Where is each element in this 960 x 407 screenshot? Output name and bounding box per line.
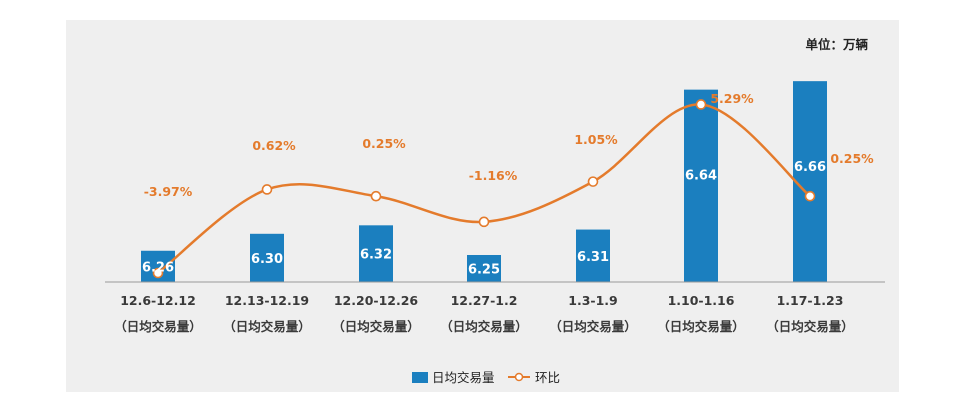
bar-value-label: 6.30 — [251, 252, 283, 267]
bar — [684, 89, 718, 282]
category-sublabel: （日均交易量） — [766, 319, 854, 334]
category-label: 1.3-1.9 — [568, 293, 617, 308]
legend-bar-label: 日均交易量 — [432, 370, 495, 385]
category-label: 12.20-12.26 — [334, 293, 419, 308]
chart-panel — [66, 20, 899, 392]
category-sublabel: （日均交易量） — [440, 319, 528, 334]
bar-series — [141, 81, 827, 282]
line-value-label: 1.05% — [574, 132, 618, 147]
bar — [359, 225, 393, 282]
legend-line-marker — [514, 372, 524, 382]
bar — [576, 229, 610, 282]
category-label: 12.27-1.2 — [451, 293, 518, 308]
bar — [793, 81, 827, 282]
legend-bar-swatch — [412, 372, 428, 383]
bar-value-label: 6.64 — [685, 169, 717, 184]
category-label: 1.17-1.23 — [777, 293, 844, 308]
line-marker — [695, 99, 707, 110]
bar-value-label: 6.32 — [360, 248, 392, 263]
bar-value-label: 6.25 — [468, 263, 500, 278]
labels: 12.6-12.12 （日均交易量） 12.13-12.19 （日均交易量） 12.20… — [114, 91, 874, 334]
bar-value-label: 6.66 — [794, 160, 826, 175]
line-value-label: 0.25% — [830, 151, 874, 166]
bar — [250, 233, 284, 282]
bar-value-label: 6.26 — [142, 260, 174, 275]
bar-value-label: 6.31 — [577, 250, 609, 265]
line-marker — [587, 176, 599, 187]
category-sublabel: （日均交易量） — [114, 319, 202, 334]
category-label: 1.10-1.16 — [668, 293, 735, 308]
category-sublabel: （日均交易量） — [549, 319, 637, 334]
unit-label: 单位：万辆 — [805, 37, 868, 52]
category-sublabel: （日均交易量） — [223, 319, 311, 334]
category-sublabel: （日均交易量） — [657, 319, 745, 334]
category-label: 12.6-12.12 — [120, 293, 196, 308]
line-value-label: -1.16% — [469, 168, 518, 183]
line-marker — [152, 267, 164, 279]
legend-line-label: 环比 — [535, 370, 560, 385]
line-marker — [804, 190, 816, 202]
line-marker — [261, 184, 273, 195]
line-series — [152, 99, 816, 279]
line-marker — [478, 216, 490, 228]
category-label: 12.13-12.19 — [225, 293, 309, 308]
legend: 日均交易量 环比 — [412, 370, 560, 385]
bar — [467, 255, 501, 282]
line-value-label: 0.25% — [362, 136, 406, 151]
line-value-label: -3.97% — [144, 184, 193, 199]
line-value-label: 0.62% — [252, 138, 296, 153]
category-sublabel: （日均交易量） — [332, 319, 420, 334]
line-marker — [370, 190, 382, 202]
line-value-label: 5.29% — [710, 91, 754, 106]
